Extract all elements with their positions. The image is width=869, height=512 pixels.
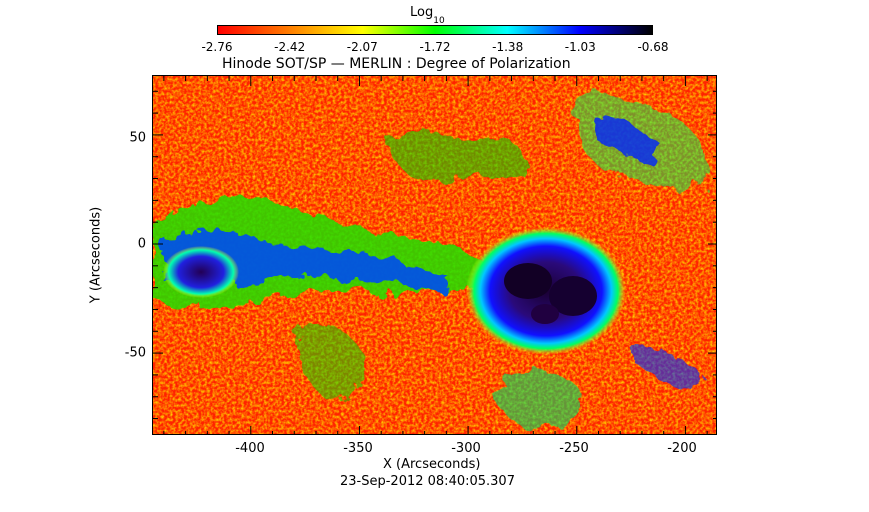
colorbar-tick: -1.38 (492, 40, 524, 54)
y-axis-label: Y (Arcseconds) (88, 206, 104, 304)
polarization-map (152, 75, 717, 435)
y-tick: -50 (124, 345, 146, 361)
sunspot-umbra (504, 263, 552, 299)
y-tick: 50 (129, 130, 146, 146)
polarization-map-image (153, 76, 716, 434)
x-tick: -250 (559, 441, 589, 456)
x-tick: -300 (451, 441, 481, 456)
sunspot-umbra (549, 276, 597, 316)
x-tick: -350 (343, 441, 373, 456)
colorbar-tick: -0.68 (637, 40, 669, 54)
colorbar-tick: -1.72 (419, 40, 451, 54)
colorbar-tick: -1.03 (564, 40, 596, 54)
colorbar-title-subscript: 10 (433, 15, 445, 26)
sunspot-umbra (531, 304, 559, 324)
colorbar (217, 25, 653, 35)
x-tick: -400 (235, 441, 265, 456)
colorbar-title: Log10 (410, 5, 445, 26)
observation-timestamp: 23-Sep-2012 08:40:05.307 (340, 474, 515, 489)
x-axis-label: X (Arcseconds) (383, 457, 481, 472)
colorbar-title-text: Log (410, 5, 434, 20)
pore (163, 246, 239, 298)
colorbar-tick: -2.07 (346, 40, 378, 54)
colorbar-tick: -2.76 (201, 40, 233, 54)
y-tick: 0 (137, 236, 146, 252)
x-tick: -200 (667, 441, 697, 456)
plot-title: Hinode SOT/SP — MERLIN : Degree of Polar… (222, 56, 571, 72)
colorbar-tick: -2.42 (274, 40, 306, 54)
